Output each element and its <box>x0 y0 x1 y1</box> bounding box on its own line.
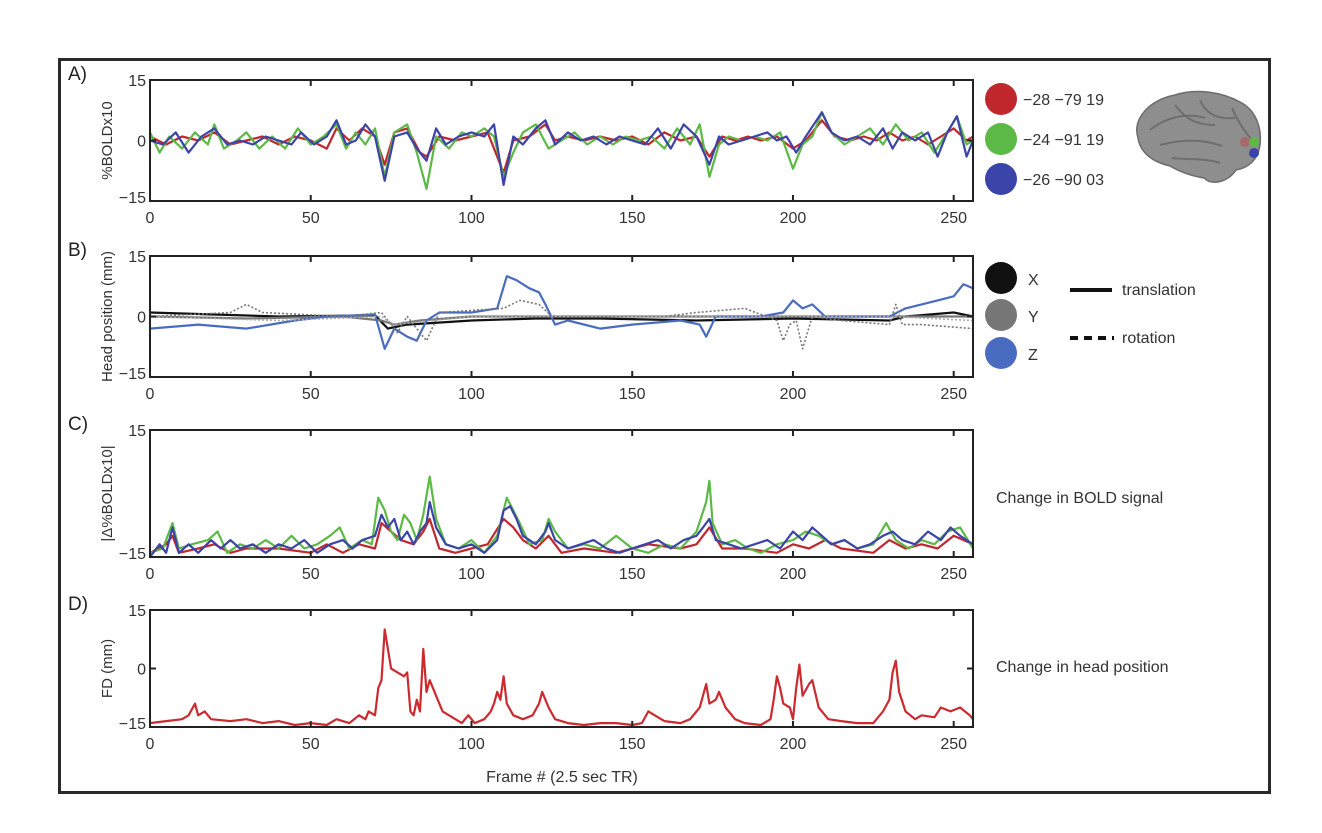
series-C-2 <box>149 500 974 558</box>
xtick-label-A-150: 150 <box>619 210 646 227</box>
xtick-label-C-50: 50 <box>302 566 320 583</box>
panel-label-C: C) <box>68 414 88 435</box>
xtick-label-C-200: 200 <box>780 566 807 583</box>
panel-C: 0 50 100 150 200 250 15 −15|Δ%BOLDx10| C) <box>68 414 974 583</box>
brain-roi-red <box>1240 137 1250 147</box>
roi-legend-swatch-2 <box>985 163 1017 195</box>
note-change-in-bold: Change in BOLD signal <box>996 490 1163 507</box>
motion-legend-label-z: Z <box>1028 347 1038 364</box>
brain-roi-blue <box>1249 148 1259 158</box>
series-A-0 <box>149 119 974 174</box>
xtick-label-A-100: 100 <box>458 210 485 227</box>
roi-legend-swatch-0 <box>985 83 1017 115</box>
motion-legend-swatch-x <box>985 262 1017 294</box>
ytick-label-D-2: −15 <box>119 716 146 733</box>
series-B-4 <box>149 315 974 326</box>
x-axis-label: Frame # (2.5 sec TR) <box>486 769 638 786</box>
series-A-2 <box>149 111 975 186</box>
ytick-label-A-1: 0 <box>137 134 146 151</box>
axes-box-D <box>149 609 974 728</box>
roi-legend-label-0: −28 −79 19 <box>1023 92 1104 109</box>
brain-lateral-surface-icon <box>1136 90 1262 183</box>
xtick-label-A-0: 0 <box>146 210 155 227</box>
ytick-label-A-2: −15 <box>119 190 146 207</box>
xtick-label-B-250: 250 <box>940 386 967 403</box>
motion-legend: X Y Z translation rotation <box>985 262 1196 369</box>
series-D-0 <box>149 628 974 727</box>
xtick-label-D-0: 0 <box>146 736 155 753</box>
ytick-label-D-0: 15 <box>128 603 146 620</box>
roi-legend-label-1: −24 −91 19 <box>1023 132 1104 149</box>
ytick-label-C-1: −15 <box>119 546 146 563</box>
panel-label-D: D) <box>68 594 88 615</box>
panel-label-B: B) <box>68 240 87 261</box>
xtick-label-D-50: 50 <box>302 736 320 753</box>
xtick-label-D-250: 250 <box>940 736 967 753</box>
series-A-1 <box>149 111 974 190</box>
xtick-label-C-0: 0 <box>146 566 155 583</box>
roi-legend-swatch-1 <box>985 123 1017 155</box>
figure-frame <box>58 58 1271 794</box>
translation-legend-label: translation <box>1122 282 1196 299</box>
roi-legend-label-2: −26 −90 03 <box>1023 172 1104 189</box>
ytick-label-D-1: 0 <box>137 662 146 679</box>
xtick-label-B-0: 0 <box>146 386 155 403</box>
xtick-label-B-200: 200 <box>780 386 807 403</box>
ytick-label-B-0: 15 <box>128 249 146 266</box>
ytick-label-A-0: 15 <box>128 73 146 90</box>
motion-legend-label-x: X <box>1028 272 1039 289</box>
ylabel-D: FD (mm) <box>99 639 116 698</box>
xtick-label-A-50: 50 <box>302 210 320 227</box>
ytick-label-B-2: −15 <box>119 366 146 383</box>
series-B-0 <box>149 311 974 330</box>
ytick-label-B-1: 0 <box>137 310 146 327</box>
roi-legend: −28 −79 19 −24 −91 19 −26 −90 03 <box>985 83 1104 195</box>
xtick-label-D-150: 150 <box>619 736 646 753</box>
ytick-label-C-0: 15 <box>128 423 146 440</box>
note-change-in-head-position: Change in head position <box>996 659 1169 676</box>
xtick-label-A-250: 250 <box>940 210 967 227</box>
ylabel-B: Head position (mm) <box>99 251 116 382</box>
rotation-legend-label: rotation <box>1122 330 1175 347</box>
series-C-0 <box>149 517 974 554</box>
xtick-label-D-100: 100 <box>458 736 485 753</box>
xtick-label-A-200: 200 <box>780 210 807 227</box>
xtick-label-C-100: 100 <box>458 566 485 583</box>
xtick-label-B-100: 100 <box>458 386 485 403</box>
motion-legend-label-y: Y <box>1028 309 1039 326</box>
ylabel-C: |Δ%BOLDx10| <box>99 445 116 541</box>
xtick-label-D-200: 200 <box>780 736 807 753</box>
motion-legend-swatch-z <box>985 337 1017 369</box>
xtick-label-C-250: 250 <box>940 566 967 583</box>
xtick-label-B-50: 50 <box>302 386 320 403</box>
motion-legend-swatch-y <box>985 299 1017 331</box>
xtick-label-C-150: 150 <box>619 566 646 583</box>
ylabel-A: %BOLDx10 <box>99 101 116 179</box>
series-C-1 <box>149 475 974 554</box>
panel-label-A: A) <box>68 64 87 85</box>
series-B-2 <box>149 275 974 350</box>
brain-roi-green <box>1249 137 1259 147</box>
xtick-label-B-150: 150 <box>619 386 646 403</box>
axes-box-C <box>149 429 974 558</box>
